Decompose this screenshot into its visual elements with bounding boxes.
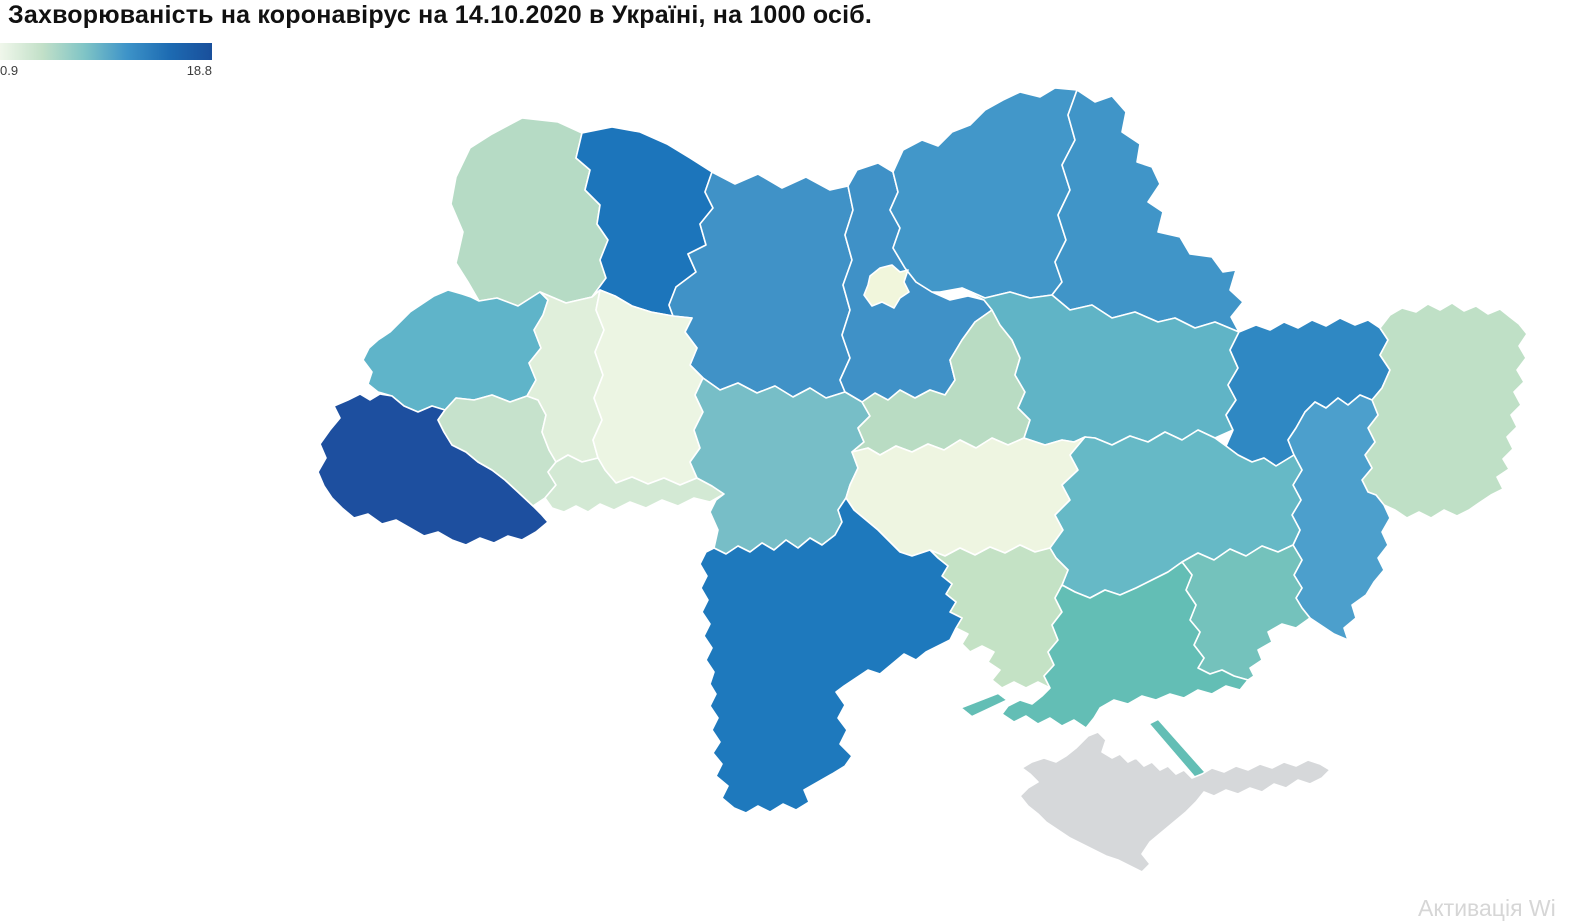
region-odesa[interactable] [699, 497, 963, 814]
windows-activation-watermark: Активація Wi [1418, 895, 1556, 921]
legend-gradient-bar [0, 43, 212, 60]
region-crimea[interactable] [1019, 731, 1331, 873]
page-title: Захворюваність на коронавірус на 14.10.2… [8, 1, 873, 29]
region-kherson[interactable] [1001, 561, 1249, 729]
kinburn-spit [961, 693, 1007, 717]
color-scale-legend: 0.9 18.8 [0, 43, 212, 78]
region-lviv[interactable] [362, 289, 549, 413]
region-luhansk[interactable] [1361, 302, 1528, 519]
region-chernihiv[interactable] [889, 87, 1078, 299]
region-sumy[interactable] [1051, 89, 1244, 333]
region-khmelnytskyi[interactable] [592, 289, 704, 486]
legend-min-label: 0.9 [0, 63, 19, 78]
region-chernivtsi[interactable] [544, 454, 725, 513]
region-kyiv-city[interactable] [863, 264, 910, 309]
legend-max-label: 18.8 [186, 63, 212, 78]
